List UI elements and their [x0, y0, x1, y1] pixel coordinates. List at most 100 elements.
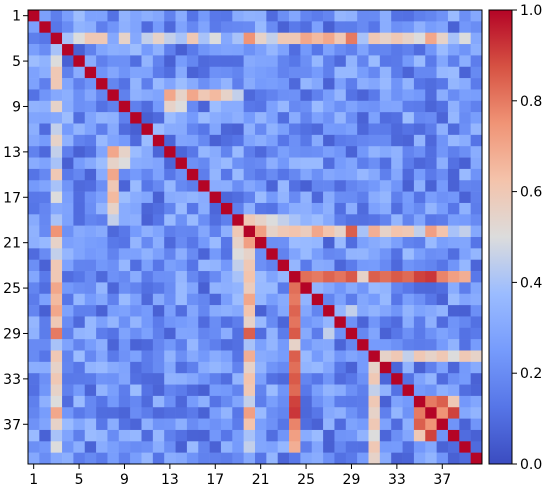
heatmap-cell [62, 305, 74, 317]
heatmap-cell [175, 225, 188, 238]
heatmap-cell [323, 134, 335, 147]
heatmap-cell [141, 78, 154, 90]
heatmap-cell [289, 168, 301, 181]
heatmap-cell [209, 202, 222, 215]
heatmap-cell [220, 441, 233, 453]
heatmap-cell [277, 168, 290, 181]
heatmap-cell [73, 78, 86, 90]
heatmap-cell [277, 180, 290, 192]
heatmap-cell [311, 157, 324, 170]
heatmap-cell [255, 282, 267, 295]
heatmap-cell [73, 237, 86, 249]
heatmap-cell [368, 10, 381, 22]
heatmap-cell [266, 339, 278, 351]
heatmap-cell [28, 407, 40, 419]
heatmap-cell [50, 237, 63, 249]
heatmap-cell [323, 157, 335, 170]
heatmap-cell [186, 259, 199, 272]
heatmap-cell [402, 157, 415, 170]
heatmap-cell [164, 146, 176, 158]
heatmap-cell [232, 339, 244, 351]
heatmap-cell [459, 407, 471, 419]
heatmap-cell [130, 32, 142, 45]
heatmap-cell [118, 395, 131, 408]
heatmap-cell [243, 407, 256, 419]
heatmap-cell [311, 316, 324, 329]
heatmap-cell [470, 339, 483, 351]
heatmap-cell [198, 293, 210, 306]
heatmap-cell [118, 452, 131, 465]
heatmap-cell [323, 55, 335, 68]
heatmap-cell [232, 418, 244, 431]
heatmap-cell [209, 134, 222, 147]
heatmap-cell [73, 395, 86, 408]
heatmap-cell [277, 373, 290, 385]
heatmap-cell [436, 293, 449, 306]
heatmap-cell [300, 293, 313, 306]
heatmap-cell [28, 78, 40, 90]
x-tick-label: 9 [120, 472, 129, 488]
heatmap-cell [152, 271, 165, 283]
heatmap-cell [323, 441, 335, 453]
heatmap-cell [289, 293, 301, 306]
heatmap-cell [255, 373, 267, 385]
heatmap-cell [266, 44, 278, 56]
heatmap-cell [141, 225, 154, 238]
heatmap-cell [220, 32, 233, 45]
heatmap-cell [289, 146, 301, 158]
heatmap-cell [73, 44, 86, 56]
heatmap-cell [96, 146, 108, 158]
heatmap-cell [413, 384, 426, 397]
heatmap-cell [334, 259, 347, 272]
heatmap-cell [141, 134, 154, 147]
heatmap-cell [141, 237, 154, 249]
heatmap-cell [243, 123, 256, 136]
heatmap-cell [402, 429, 415, 442]
y-tick-label: 5 [12, 54, 21, 70]
heatmap-cell [84, 44, 97, 56]
heatmap-cell [84, 282, 97, 295]
heatmap-cell [470, 157, 483, 170]
heatmap-cell [289, 441, 301, 453]
heatmap-cell [62, 395, 74, 408]
heatmap-cell [345, 395, 358, 408]
heatmap-cell [357, 44, 369, 56]
heatmap-cell [334, 157, 347, 170]
heatmap-cell [39, 339, 51, 351]
heatmap-cell [175, 180, 188, 192]
heatmap-cell [28, 316, 40, 329]
heatmap-cell [164, 282, 176, 295]
heatmap-cell [175, 271, 188, 283]
heatmap-cell [334, 134, 347, 147]
heatmap-cell [323, 168, 335, 181]
heatmap-cell [118, 66, 131, 79]
heatmap-cell [300, 259, 313, 272]
heatmap-cell [345, 168, 358, 181]
heatmap-cell [368, 100, 381, 113]
heatmap-cell [255, 157, 267, 170]
heatmap-cell [391, 123, 403, 136]
heatmap-cell [198, 316, 210, 329]
heatmap-cell [470, 21, 483, 33]
heatmap-cell [232, 407, 244, 419]
heatmap-cell [84, 327, 97, 340]
heatmap-cell [323, 10, 335, 22]
heatmap-cell [50, 452, 63, 465]
heatmap-cell [379, 180, 392, 192]
heatmap-cell [311, 191, 324, 204]
heatmap-cell [368, 112, 381, 124]
heatmap-cell [186, 282, 199, 295]
heatmap-cell [28, 293, 40, 306]
heatmap-cell [186, 32, 199, 45]
heatmap-cell [84, 248, 97, 260]
heatmap-cell [107, 10, 120, 22]
heatmap-cell [186, 441, 199, 453]
heatmap-cell [175, 100, 188, 113]
heatmap-cell [198, 225, 210, 238]
heatmap-cell [391, 214, 403, 226]
heatmap-cell [447, 441, 460, 453]
heatmap-cell [357, 168, 369, 181]
heatmap-cell [413, 157, 426, 170]
heatmap-cell [232, 10, 244, 22]
heatmap-cell [425, 78, 437, 90]
